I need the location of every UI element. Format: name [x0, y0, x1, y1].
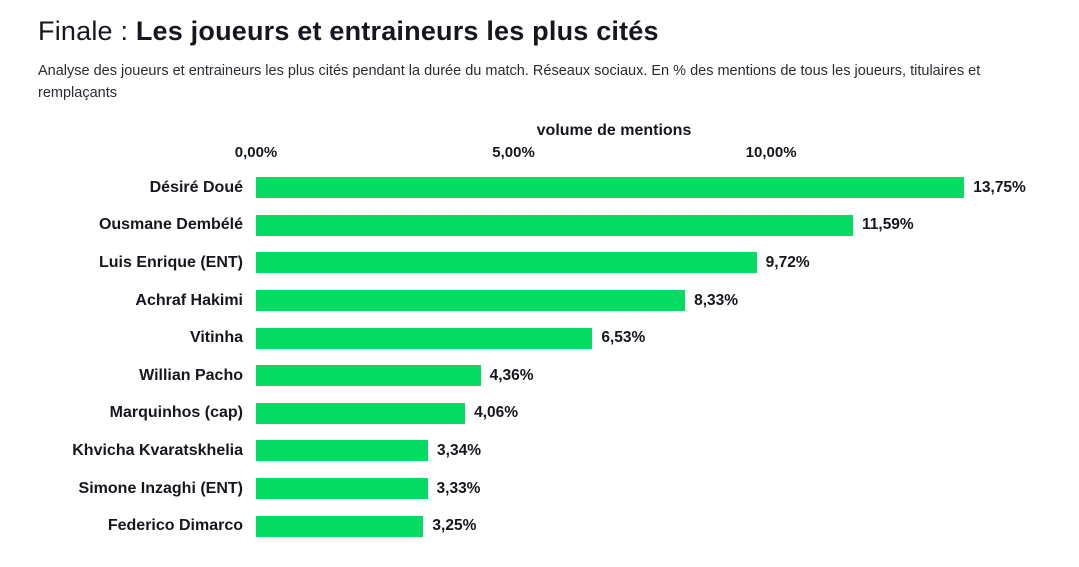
bar	[256, 478, 428, 500]
category-label: Luis Enrique (ENT)	[99, 253, 243, 271]
bar-row: Achraf Hakimi 8,33%	[38, 282, 1049, 320]
bar	[256, 515, 424, 537]
axis-tick-label: 0,00%	[234, 144, 278, 161]
bar-row: Désiré Doué 13,75%	[38, 169, 1049, 207]
category-label: Simone Inzaghi (ENT)	[78, 479, 243, 497]
category-label: Désiré Doué	[149, 178, 243, 196]
bar-track: 6,53%	[256, 327, 972, 349]
bar	[256, 327, 593, 349]
value-label: 13,75%	[973, 178, 1026, 196]
value-label: 3,34%	[437, 441, 481, 459]
bar	[256, 440, 429, 462]
category-label: Ousmane Dembélé	[98, 216, 243, 234]
value-label: 3,25%	[432, 517, 477, 535]
bar	[256, 365, 481, 387]
bar	[256, 252, 757, 274]
category-label: Willian Pacho	[139, 366, 243, 384]
bar	[256, 402, 466, 424]
bar-row: Federico Dimarco 3,25%	[38, 507, 1049, 545]
bar-track: 4,06%	[256, 402, 972, 424]
value-label: 6,53%	[601, 329, 646, 347]
bar-row: Simone Inzaghi (ENT) 3,33%	[38, 470, 1049, 508]
value-label: 4,36%	[489, 366, 534, 384]
page-title-main: Les joueurs et entraineurs les plus cité…	[135, 16, 659, 46]
bar-track: 3,25%	[256, 515, 972, 537]
bar	[256, 290, 686, 312]
chart-subtitle: Analyse des joueurs et entraineurs les p…	[38, 63, 981, 101]
bar-row: Willian Pacho 4,36%	[38, 357, 1049, 395]
bar-track: 3,33%	[256, 478, 972, 500]
bar-track: 13,75%	[256, 177, 1026, 199]
bar-row: Marquinhos (cap) 4,06%	[38, 395, 1049, 433]
value-label: 3,33%	[436, 479, 481, 497]
bar-track: 9,72%	[256, 252, 972, 274]
chart-container: Finale : Les joueurs et entraineurs les …	[38, 14, 1049, 545]
category-label: Achraf Hakimi	[135, 291, 243, 309]
axis-tick-label: 10,00%	[745, 144, 797, 161]
axis-tick-label: 5,00%	[492, 144, 535, 161]
bar-rows: Désiré Doué 13,75% Ousmane Dembélé 11,59…	[38, 169, 1049, 545]
bar-track: 3,34%	[256, 440, 972, 462]
category-label: Marquinhos (cap)	[109, 404, 243, 422]
value-label: 11,59%	[862, 216, 914, 234]
value-label: 9,72%	[765, 253, 810, 271]
bar-row: Vitinha 6,53%	[38, 319, 1049, 357]
x-axis-ticks: 0,00% 5,00% 10,00%	[235, 144, 972, 164]
value-label: 4,06%	[474, 404, 519, 422]
bar	[256, 214, 853, 236]
bar-track: 4,36%	[256, 365, 972, 387]
bar-row: Luis Enrique (ENT) 9,72%	[38, 244, 1049, 282]
bar	[256, 177, 965, 199]
category-label: Vitinha	[189, 329, 243, 347]
bar-row: Khvicha Kvaratskhelia 3,34%	[38, 432, 1049, 470]
bar-row: Ousmane Dembélé 11,59%	[38, 207, 1049, 245]
bar-track: 8,33%	[256, 290, 972, 312]
bar-track: 11,59%	[256, 214, 972, 236]
value-label: 8,33%	[694, 291, 739, 309]
page-title-prefix: Finale :	[38, 16, 136, 46]
page-title: Finale : Les joueurs et entraineurs les …	[38, 14, 1049, 48]
x-axis-title: volume de mentions	[536, 122, 692, 139]
category-label: Khvicha Kvaratskhelia	[72, 441, 243, 459]
category-label: Federico Dimarco	[107, 517, 243, 535]
